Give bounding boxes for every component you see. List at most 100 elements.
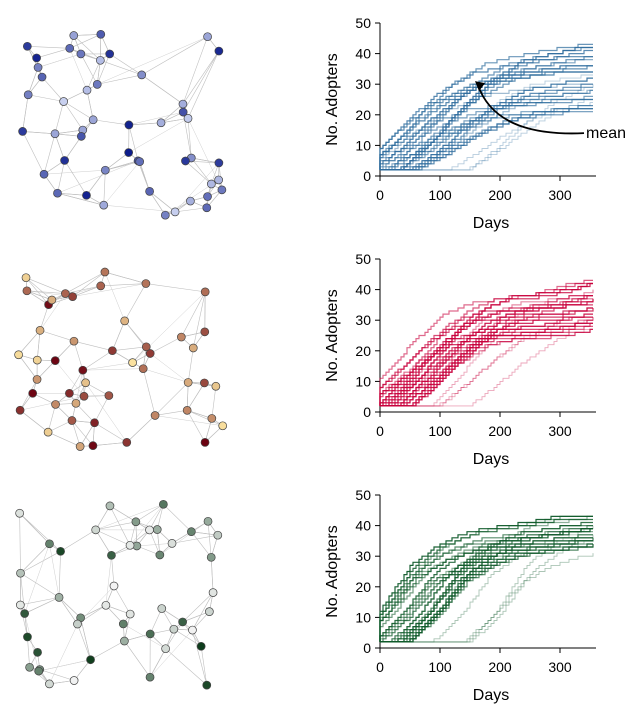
series-runs xyxy=(380,516,593,642)
network-node xyxy=(209,589,217,597)
network-node xyxy=(136,158,144,166)
network-edge xyxy=(20,513,61,551)
run-line xyxy=(380,541,593,642)
network-edge xyxy=(59,597,77,624)
network-node xyxy=(215,47,223,55)
network-edge xyxy=(74,341,112,350)
network-edge xyxy=(150,191,175,212)
network-edge xyxy=(104,205,175,212)
run-line xyxy=(380,329,593,406)
network-node xyxy=(24,91,32,99)
network-node xyxy=(197,642,205,650)
network-node xyxy=(139,365,147,373)
network-node xyxy=(23,633,31,641)
network-node xyxy=(60,97,68,105)
network-edge xyxy=(143,369,155,416)
network-edge xyxy=(58,160,65,193)
network-edge xyxy=(27,46,69,48)
y-tick-label: 20 xyxy=(355,579,371,595)
run-line xyxy=(380,299,593,406)
network-edge xyxy=(174,629,201,646)
network-node xyxy=(212,382,220,390)
network-edge xyxy=(20,597,59,605)
network-edge xyxy=(64,101,83,130)
network-edge xyxy=(58,161,139,193)
network-edge xyxy=(188,51,219,118)
network-edge xyxy=(93,120,129,125)
network-node xyxy=(177,333,185,341)
network-node xyxy=(138,71,146,79)
network-blue xyxy=(0,20,250,250)
network-node xyxy=(215,176,223,184)
network-node xyxy=(218,186,226,194)
network-node xyxy=(44,428,52,436)
network-edge xyxy=(183,51,219,104)
network-node xyxy=(146,630,154,638)
network-edge xyxy=(48,432,80,446)
network-node xyxy=(132,518,140,526)
x-axis-label: Days xyxy=(473,687,509,704)
y-tick-label: 50 xyxy=(355,15,371,31)
series-runs xyxy=(380,44,593,169)
network-node xyxy=(146,673,154,681)
network-node xyxy=(21,610,29,618)
network-node xyxy=(22,274,30,282)
network-edge xyxy=(191,532,211,558)
y-tick-label: 20 xyxy=(355,107,371,123)
network-edge xyxy=(23,131,44,174)
network-node xyxy=(189,344,197,352)
network-node xyxy=(15,351,23,359)
network-edge xyxy=(96,530,130,545)
network-node xyxy=(123,438,131,446)
network-node xyxy=(200,379,208,387)
network-edge xyxy=(146,284,205,292)
network-edge xyxy=(61,530,96,551)
y-tick-label: 30 xyxy=(355,76,371,92)
network-edge xyxy=(183,51,219,112)
network-node xyxy=(33,356,41,364)
run-line xyxy=(380,317,593,406)
network-node xyxy=(161,211,169,219)
network-node xyxy=(61,290,69,298)
run-line xyxy=(380,100,593,170)
network-node xyxy=(100,201,108,209)
network-node xyxy=(108,347,116,355)
network-edge xyxy=(105,272,125,321)
network-node xyxy=(96,56,104,64)
network-node xyxy=(33,375,41,383)
run-line xyxy=(380,317,593,406)
network-node xyxy=(142,280,150,288)
network-edge xyxy=(187,383,204,410)
network-node xyxy=(129,359,137,367)
y-tick-label: 10 xyxy=(355,137,371,153)
run-line xyxy=(380,308,593,406)
y-axis-label: No. Adopters xyxy=(324,525,341,618)
network-node xyxy=(19,127,27,135)
network-edge xyxy=(25,544,50,614)
network-node xyxy=(54,189,62,197)
network-node xyxy=(126,610,134,618)
network-edge xyxy=(97,37,207,85)
network-node xyxy=(40,170,48,178)
network-node xyxy=(45,540,53,548)
network-node xyxy=(151,411,159,419)
network-edge xyxy=(150,353,188,382)
network-node xyxy=(92,526,100,534)
network-edge xyxy=(59,597,81,617)
network-edge xyxy=(114,586,130,614)
network-edge xyxy=(86,170,105,195)
y-tick-label: 50 xyxy=(355,251,371,267)
y-tick-label: 30 xyxy=(355,312,371,328)
network-edge xyxy=(20,513,50,544)
y-axis-label: No. Adopters xyxy=(324,289,341,382)
network-node xyxy=(184,378,192,386)
network-edge xyxy=(21,573,60,597)
network-edge xyxy=(150,649,166,678)
network-edge xyxy=(142,37,208,75)
network-edge xyxy=(40,330,74,341)
y-tick-label: 10 xyxy=(355,373,371,389)
run-line xyxy=(380,553,593,642)
network-node xyxy=(73,620,81,628)
run-line xyxy=(380,529,593,642)
network-node xyxy=(77,50,85,58)
